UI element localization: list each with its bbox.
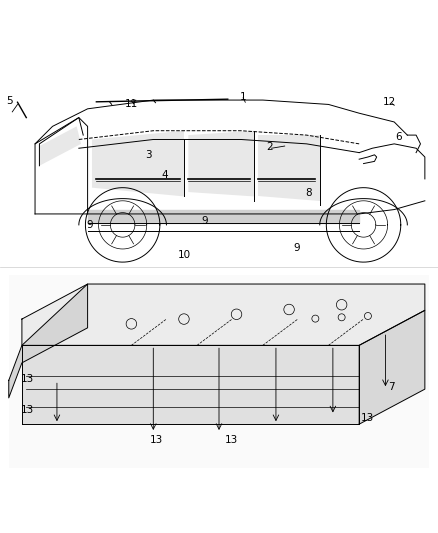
- Text: 6: 6: [395, 132, 402, 142]
- Text: 10: 10: [177, 249, 191, 260]
- Text: 4: 4: [161, 169, 168, 180]
- Polygon shape: [9, 275, 429, 468]
- Polygon shape: [92, 131, 184, 197]
- Text: 13: 13: [360, 413, 374, 423]
- Polygon shape: [258, 135, 320, 201]
- Text: 1: 1: [240, 92, 247, 102]
- Polygon shape: [88, 209, 359, 223]
- Text: 9: 9: [86, 220, 93, 230]
- Text: 5: 5: [6, 96, 13, 106]
- Text: 3: 3: [145, 150, 152, 160]
- Polygon shape: [39, 126, 81, 166]
- Text: 8: 8: [305, 188, 312, 198]
- Text: 11: 11: [125, 100, 138, 109]
- Text: 13: 13: [21, 374, 34, 384]
- Polygon shape: [22, 284, 425, 345]
- Text: 13: 13: [21, 405, 34, 415]
- Text: 9: 9: [293, 243, 300, 253]
- Polygon shape: [359, 310, 425, 424]
- Text: 13: 13: [150, 434, 163, 445]
- Polygon shape: [22, 345, 359, 424]
- Text: 7: 7: [388, 382, 395, 392]
- Text: 13: 13: [225, 434, 238, 445]
- Text: 9: 9: [201, 216, 208, 227]
- Text: 12: 12: [383, 97, 396, 107]
- Text: 2: 2: [266, 142, 273, 152]
- Polygon shape: [188, 131, 254, 197]
- Polygon shape: [9, 284, 88, 398]
